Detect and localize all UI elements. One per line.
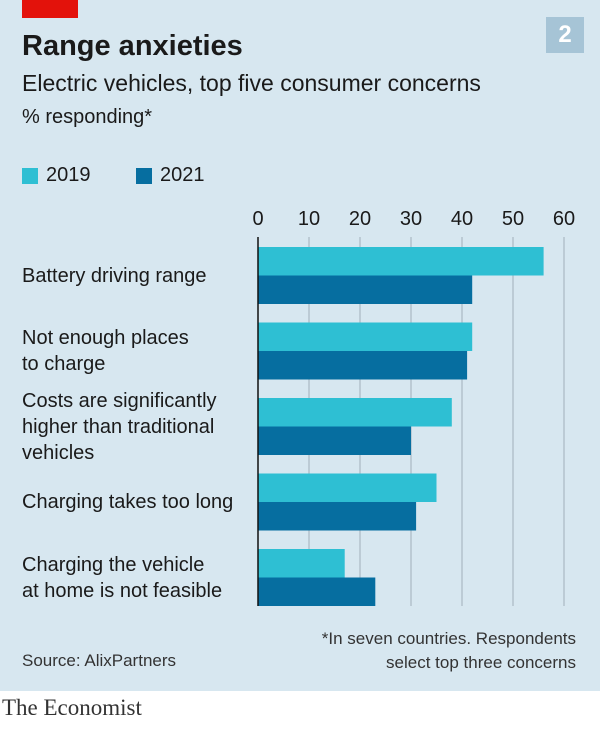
- category-label: Battery driving range: [22, 264, 207, 287]
- chart-title: Range anxieties: [22, 30, 243, 62]
- legend-label: 2019: [46, 164, 91, 186]
- legend-swatch-2021: [136, 167, 152, 184]
- footnote: *In seven countries. Respondents select …: [322, 627, 576, 675]
- bar-2021: [258, 502, 417, 531]
- tick-label: 60: [552, 208, 576, 230]
- tick-label: 30: [399, 208, 423, 230]
- bar-2019: [258, 549, 345, 578]
- legend-label: 2021: [160, 164, 205, 186]
- category-label: Charging the vehicle at home is not feas…: [22, 553, 223, 602]
- tick-label: 50: [501, 208, 525, 230]
- bar-2021: [258, 577, 376, 606]
- category-label: Not enough places to charge: [22, 327, 189, 375]
- economist-logo: The Economist: [0, 691, 600, 729]
- footnote-line: *In seven countries. Respondents: [321, 629, 576, 648]
- brand-red-bar: [22, 0, 78, 18]
- legend-2021: 2021: [136, 164, 205, 187]
- bar-2019: [258, 247, 544, 276]
- tick-label: 40: [450, 208, 474, 230]
- category-label: Costs are significantly higher than trad…: [22, 389, 217, 464]
- brand-name: The Economist: [2, 695, 142, 720]
- chart-subtitle: Electric vehicles, top five consumer con…: [22, 70, 481, 96]
- chart-number-badge: 2: [546, 17, 584, 53]
- bar-2021: [258, 351, 468, 380]
- legend-2019: 2019: [22, 164, 91, 187]
- bar-2019: [258, 473, 437, 502]
- tick-label: 10: [297, 208, 321, 230]
- bar-2021: [258, 426, 411, 455]
- unit-label: % responding*: [22, 106, 153, 128]
- footnote-line: select top three concerns: [386, 653, 576, 672]
- tick-label: 20: [348, 208, 372, 230]
- legend-swatch-2019: [22, 167, 38, 184]
- category-label: Charging takes too long: [22, 491, 234, 513]
- bar-2019: [258, 322, 473, 351]
- bar-2021: [258, 275, 473, 304]
- tick-label: 0: [252, 208, 264, 230]
- source: Source: AlixPartners: [22, 651, 177, 670]
- bar-2019: [258, 398, 452, 427]
